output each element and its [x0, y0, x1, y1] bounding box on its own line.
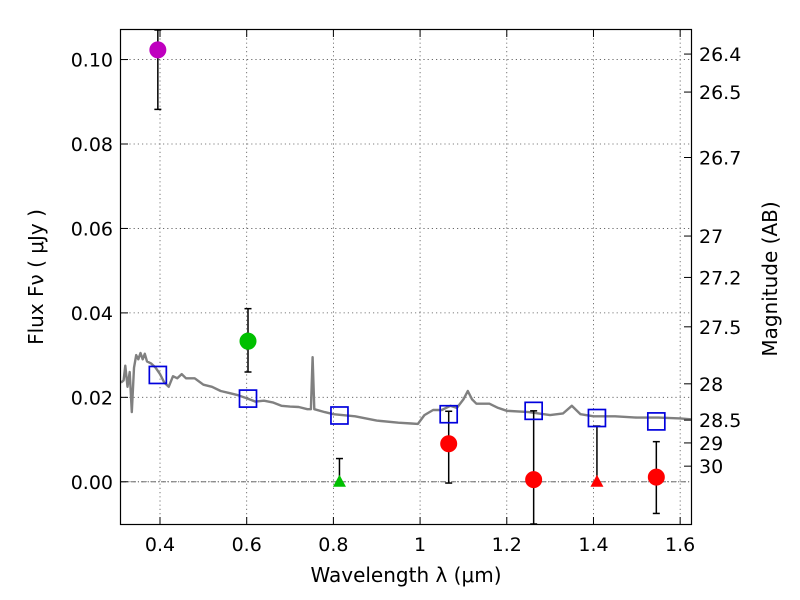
y2-axis-label: Magnitude (AB)	[758, 201, 782, 356]
y-tick-label: 0.10	[71, 50, 113, 72]
model-point	[587, 408, 607, 428]
magnitude-tick-label: 26.5	[699, 82, 741, 104]
x-tick-label: 0.4	[145, 534, 175, 556]
model-point	[148, 365, 168, 385]
data-point	[149, 41, 167, 59]
data-point	[239, 332, 257, 350]
model-point	[439, 404, 459, 424]
model-point	[330, 406, 349, 425]
x-tick-label: 1.6	[665, 534, 695, 556]
magnitude-tick-label: 26.7	[699, 148, 741, 170]
data-point	[525, 471, 543, 489]
magnitude-tick-label: 27	[699, 226, 723, 248]
magnitude-tick-label: 27.5	[699, 317, 741, 339]
data-point	[647, 468, 665, 486]
data-point	[440, 435, 458, 453]
magnitude-tick-label: 30	[699, 456, 723, 478]
x-tick-label: 0.6	[232, 534, 262, 556]
y-tick-label: 0.06	[71, 218, 113, 240]
magnitude-tick-label: 29	[699, 433, 723, 455]
y-tick-label: 0.00	[71, 472, 113, 494]
y-axis-label: Flux Fν ( μJy )	[24, 209, 48, 345]
magnitude-tick-label: 27.2	[699, 267, 741, 289]
x-tick-label: 0.8	[318, 534, 348, 556]
y-tick-label: 0.02	[71, 387, 113, 409]
model-point	[238, 389, 258, 408]
x-tick-label: 1	[414, 534, 426, 556]
magnitude-tick-label: 28	[699, 374, 723, 396]
upper-limit-marker	[590, 474, 604, 487]
magnitude-tick-label: 26.4	[699, 44, 741, 66]
x-tick-label: 1.4	[578, 534, 608, 556]
model-point	[646, 412, 666, 431]
upper-limit-marker	[332, 474, 346, 487]
data-markers	[148, 41, 666, 489]
y-tick-label: 0.08	[71, 134, 113, 156]
template-spectrum	[120, 351, 692, 426]
y-tick-label: 0.04	[71, 303, 113, 325]
magnitude-tick-label: 28.5	[699, 410, 741, 432]
plot-frame	[119, 28, 693, 526]
axis-ticks	[121, 30, 691, 524]
x-axis-label: Wavelength λ (μm)	[310, 563, 501, 587]
spectrum-line	[120, 351, 692, 426]
x-tick-label: 1.2	[492, 534, 522, 556]
tick-labels: 0.4 0.6 0.8 1 1.2 1.4 1.6 0.00 0.02 0.04 0.06 0.08 0…	[71, 44, 742, 556]
model-point	[524, 401, 544, 421]
